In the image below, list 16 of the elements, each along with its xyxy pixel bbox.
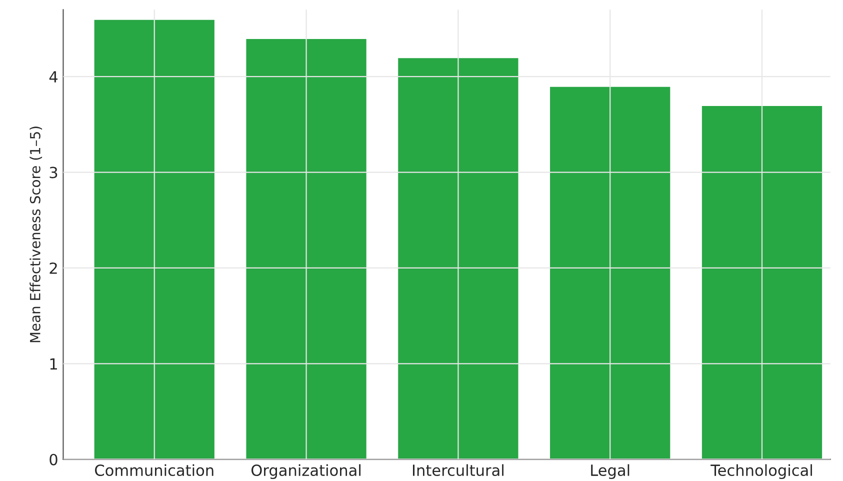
x-tick-label: Organizational	[251, 464, 360, 479]
bar	[700, 104, 824, 460]
bar	[244, 38, 368, 460]
y-tick-label: 0	[50, 454, 58, 466]
y-tick-label: 2	[50, 262, 57, 274]
y-tick-label: 4	[49, 71, 58, 82]
bar	[92, 18, 216, 460]
x-tick-label: Communication	[95, 464, 214, 476]
bar	[548, 85, 672, 460]
y-tick-label: 1	[50, 358, 57, 370]
x-tick-label: Technological	[710, 464, 812, 479]
x-tick-label: Intercultural	[412, 464, 504, 476]
x-tick-label: Legal	[591, 464, 630, 479]
y-axis-title: Mean Effectiveness Score (1–5)	[30, 126, 42, 342]
y-tick-label: 3	[50, 166, 58, 178]
bar	[396, 56, 520, 460]
